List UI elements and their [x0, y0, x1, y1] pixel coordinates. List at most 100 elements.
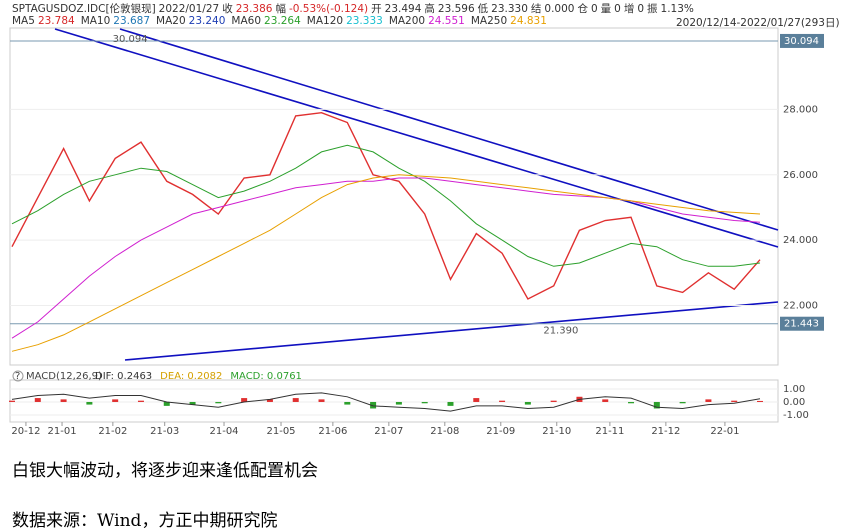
- macd-bar: [163, 401, 170, 406]
- field-label: 开: [371, 3, 382, 15]
- x-tick-label: 21-09: [486, 426, 515, 437]
- ma-name: MA10: [80, 15, 111, 27]
- field-label: 收: [222, 3, 233, 15]
- level-label: 21.443: [784, 319, 819, 330]
- field-label: 振: [647, 3, 658, 15]
- x-tick-label: 21-07: [374, 426, 403, 437]
- y-tick-label: -1.00: [783, 410, 809, 421]
- field-label: 量: [600, 3, 612, 15]
- field-label: 幅: [275, 3, 286, 15]
- chart: ? 22.000 24.000 26.000 28.000 30.094 21.443 20…: [9, 27, 824, 437]
- field-label: 低: [477, 3, 489, 15]
- macd-label: MACD: 0.0761: [230, 371, 302, 382]
- ma-name: MA120: [306, 15, 344, 27]
- help-icon[interactable]: [12, 370, 24, 382]
- macd-bar: [137, 400, 144, 402]
- field-value: 23.330: [491, 3, 528, 15]
- x-tick-label: 21-08: [430, 426, 459, 437]
- ma-legend: MA5 23.784 MA10 23.687 MA20 23.240 MA60 23.264 M…: [12, 15, 553, 27]
- x-tick-label: 21-05: [266, 426, 295, 437]
- field-value: 0: [614, 3, 621, 15]
- x-tick-label: 21-10: [542, 426, 571, 437]
- ma-name: MA20: [156, 15, 186, 27]
- x-tick-label: 21-02: [98, 426, 127, 437]
- date-range: 2020/12/14-2022/01/27(293日): [676, 17, 840, 29]
- y-tick-label: 24.000: [783, 235, 818, 246]
- x-tick-label: 21-12: [651, 426, 680, 437]
- field-value: 0: [590, 3, 598, 15]
- dif-line: [11, 392, 761, 412]
- macd-bar: [292, 398, 299, 402]
- macd-bar: [653, 401, 660, 409]
- macd-bar: [524, 401, 531, 405]
- header: SPTAGUSDOZ.IDC[伦敦银现] 2022/01/27 收 23.386 幅 -0…: [12, 1, 697, 16]
- macd-bar: [447, 401, 454, 406]
- series-line: [11, 144, 761, 267]
- x-tick-label: 21-06: [318, 426, 347, 437]
- trend-line: [124, 301, 779, 361]
- x-tick-label: 20-12: [11, 426, 40, 437]
- trend-line: [54, 28, 779, 248]
- ma-name: MA60: [231, 15, 262, 27]
- macd-bar: [344, 401, 351, 405]
- macd-bar: [731, 400, 738, 402]
- ma-value: 23.784: [37, 15, 75, 27]
- y-tick-label: 0.00: [783, 397, 805, 408]
- field-label: 增: [623, 3, 635, 15]
- plot-frame: [9, 27, 779, 366]
- ma-value: 23.240: [188, 15, 226, 27]
- ma-value: 23.687: [113, 15, 151, 27]
- macd-frame: [9, 379, 779, 423]
- x-tick-label: 21-03: [150, 426, 179, 437]
- macd-bar: [473, 398, 480, 402]
- field-value: 0.000: [544, 3, 575, 15]
- x-tick-label: 21-11: [595, 426, 624, 437]
- field-label: 高: [424, 3, 435, 15]
- macd-bar: [60, 399, 67, 402]
- symbol: SPTAGUSDOZ.IDC[伦敦银现]: [12, 3, 156, 15]
- series-line: [11, 111, 761, 300]
- macd-bar: [628, 401, 635, 404]
- help-icon-text: ?: [15, 371, 20, 382]
- ma-value: 23.264: [264, 15, 301, 27]
- ma-name: MA5: [12, 15, 35, 27]
- field-value: 23.596: [437, 3, 475, 15]
- macd-label: DIF: 0.2463: [95, 371, 152, 382]
- macd-bar: [318, 399, 325, 402]
- macd-bar: [550, 400, 557, 402]
- ma-value: 23.333: [346, 15, 383, 27]
- level-label: 30.094: [784, 36, 819, 47]
- macd-bar: [395, 401, 402, 405]
- macd-bar: [9, 400, 15, 402]
- y-tick-label: 26.000: [783, 170, 818, 181]
- macd-bar: [241, 398, 248, 402]
- macd-bar: [499, 400, 506, 402]
- macd-bar: [112, 399, 119, 402]
- ma-value: 24.551: [428, 15, 465, 27]
- field-value: 23.386: [235, 3, 273, 15]
- macd-bar: [34, 398, 41, 402]
- field-value: 1.13%: [660, 3, 694, 15]
- trend-line: [119, 28, 779, 231]
- field-value: -0.53%(-0.124): [288, 3, 369, 15]
- source: 数据来源：Wind，方正中期研究院: [12, 511, 278, 531]
- level-box: [780, 316, 824, 331]
- macd-bar: [370, 401, 377, 409]
- level-box: [780, 33, 824, 48]
- macd-bar: [189, 401, 196, 405]
- field-value: 0: [637, 3, 645, 15]
- macd-bar: [266, 399, 273, 402]
- macd-bar: [757, 400, 763, 402]
- macd-label: DEA: 0.2082: [160, 371, 222, 382]
- macd-bar: [602, 399, 609, 402]
- x-tick-label: 21-01: [48, 426, 77, 437]
- y-tick-label: 22.000: [783, 301, 818, 312]
- macd-title: MACD(12,26,9): [26, 371, 102, 382]
- macd-bar: [421, 401, 428, 404]
- y-tick-label: 1.00: [783, 384, 805, 395]
- series-line: [11, 174, 761, 352]
- field-label: 仓: [577, 3, 588, 15]
- field-value: 23.494: [384, 3, 422, 15]
- caption: 白银大幅波动，将逐步迎来逢低配置机会: [12, 461, 318, 481]
